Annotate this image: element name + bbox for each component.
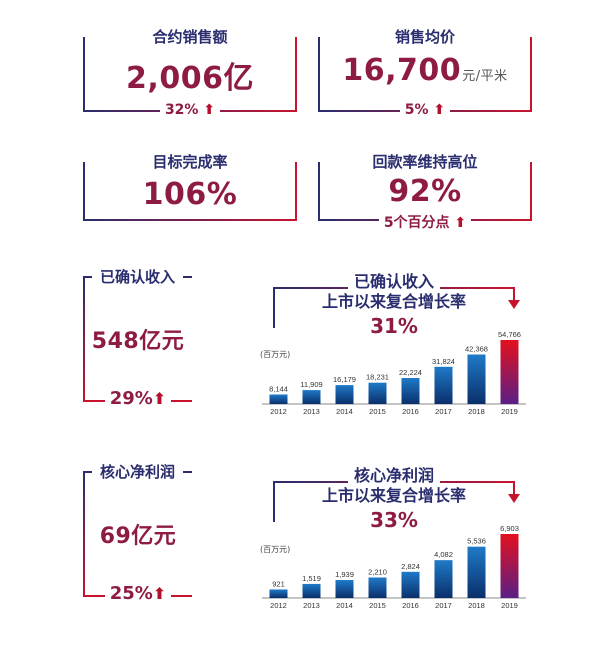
bar-plot: 921 2012 1,519 2013 1,939 2014 2,210 2015 2,824 2…: [262, 524, 526, 610]
x-tick-label: 2019: [501, 407, 518, 416]
bar-2015: [368, 382, 387, 404]
bar-2017: [434, 560, 453, 598]
bar-2018: [467, 354, 486, 404]
up-arrow-icon: ⬆: [433, 102, 446, 118]
kpi-value: 92%: [388, 174, 462, 209]
bar-2014: [335, 580, 354, 598]
kpi-value: 16,700: [342, 53, 462, 88]
chart-title-2: 上市以来复合增长率: [321, 486, 466, 505]
bar-plot: 8,144 2012 11,909 2013 16,179 2014 18,231 2015 2…: [262, 330, 526, 416]
kpi-growth: 29%: [109, 388, 153, 409]
kpi-contract-sales: 合约销售额 2,006亿 32% ⬆: [82, 28, 298, 118]
kpi-title: 回款率维持高位: [364, 153, 486, 171]
kpi-title: 合约销售额: [144, 28, 236, 46]
data-label: 1,519: [302, 574, 321, 583]
data-label: 11,909: [300, 380, 322, 389]
chart-unit-label: (百万元): [260, 350, 291, 359]
x-tick-label: 2013: [303, 407, 320, 416]
data-label: 1,939: [335, 570, 354, 579]
kpi-title: 销售均价: [386, 28, 463, 46]
chart-cagr: 33%: [370, 508, 418, 532]
x-tick-label: 2019: [501, 601, 518, 610]
kpi-unit: 元/平米: [462, 69, 508, 84]
data-label: 54,766: [498, 330, 521, 339]
kpi-value: 69亿元: [99, 524, 177, 549]
bar-2013: [302, 583, 321, 598]
data-label: 31,824: [432, 357, 455, 366]
kpi-growth: 5个百分点: [383, 215, 450, 231]
bar-2012: [269, 394, 288, 404]
bar-2012: [269, 589, 288, 598]
data-label: 2,824: [401, 562, 420, 571]
x-tick-label: 2018: [468, 601, 485, 610]
data-label: 8,144: [269, 384, 288, 393]
data-label: 22,224: [399, 368, 422, 377]
x-tick-label: 2014: [336, 407, 353, 416]
bar-2013: [302, 390, 321, 404]
x-tick-label: 2014: [336, 601, 353, 610]
x-tick-label: 2016: [402, 601, 419, 610]
data-label: 2,210: [368, 568, 387, 577]
x-tick-label: 2017: [435, 407, 452, 416]
up-arrow-icon: ⬆: [454, 215, 467, 231]
x-tick-label: 2012: [270, 407, 287, 416]
x-tick-label: 2018: [468, 407, 485, 416]
chart-core-profit: 核心净利润 上市以来复合增长率 33% (百万元) 921 2012 1,519 20…: [258, 464, 530, 614]
bar-2018: [467, 546, 486, 598]
x-tick-label: 2016: [402, 407, 419, 416]
data-label: 4,082: [434, 550, 453, 559]
data-label: 16,179: [333, 375, 356, 384]
kpi-revenue: 已确认收入 548亿元 29%⬆: [82, 268, 194, 409]
up-arrow-icon: ⬆: [152, 584, 167, 603]
kpi-value: 548亿元: [91, 329, 185, 354]
kpi-title: 核心净利润: [92, 463, 184, 481]
up-arrow-icon: ⬆: [152, 389, 167, 408]
x-tick-label: 2012: [270, 601, 287, 610]
x-tick-label: 2017: [435, 601, 452, 610]
chart-revenue: 已确认收入 上市以来复合增长率 31% (百万元) 8,144 2012 11,90…: [258, 270, 530, 420]
down-arrow-icon: [508, 300, 520, 309]
chart-title-2: 上市以来复合增长率: [321, 292, 466, 311]
chart-title-1: 核心净利润: [347, 466, 440, 485]
kpi-title: 目标完成率: [144, 153, 236, 171]
data-label: 42,368: [465, 344, 488, 353]
bar-2019: [500, 534, 519, 598]
kpi-title: 已确认收入: [92, 268, 184, 286]
chart-unit-label: (百万元): [260, 545, 291, 554]
data-label: 18,231: [366, 373, 389, 382]
x-tick-label: 2015: [369, 601, 386, 610]
kpi-target-completion: 目标完成率 106%: [82, 153, 298, 222]
data-label: 5,536: [467, 537, 486, 546]
kpi-growth: 25%: [109, 583, 153, 604]
kpi-collection-rate: 回款率维持高位 92% 5个百分点 ⬆: [317, 153, 533, 231]
bar-2016: [401, 571, 420, 598]
kpi-value: 2,006亿: [126, 61, 254, 96]
data-label: 921: [272, 579, 285, 588]
x-tick-label: 2013: [303, 601, 320, 610]
up-arrow-icon: ⬆: [203, 102, 216, 118]
bar-2015: [368, 577, 387, 598]
down-arrow-icon: [508, 494, 520, 503]
kpi-value: 106%: [142, 177, 238, 212]
chart-title-1: 已确认收入: [347, 272, 440, 291]
bar-2017: [434, 366, 453, 404]
kpi-avg-price: 销售均价 16,700元/平米 5% ⬆: [317, 28, 533, 118]
bar-2014: [335, 385, 354, 404]
chart-cagr: 31%: [370, 314, 418, 338]
data-label: 6,903: [500, 524, 519, 533]
kpi-growth: 32%: [164, 102, 199, 118]
x-tick-label: 2015: [369, 407, 386, 416]
bar-2019: [500, 340, 519, 404]
bar-2016: [401, 378, 420, 404]
kpi-growth: 5%: [404, 102, 429, 118]
kpi-core-profit: 核心净利润 69亿元 25%⬆: [82, 463, 194, 604]
